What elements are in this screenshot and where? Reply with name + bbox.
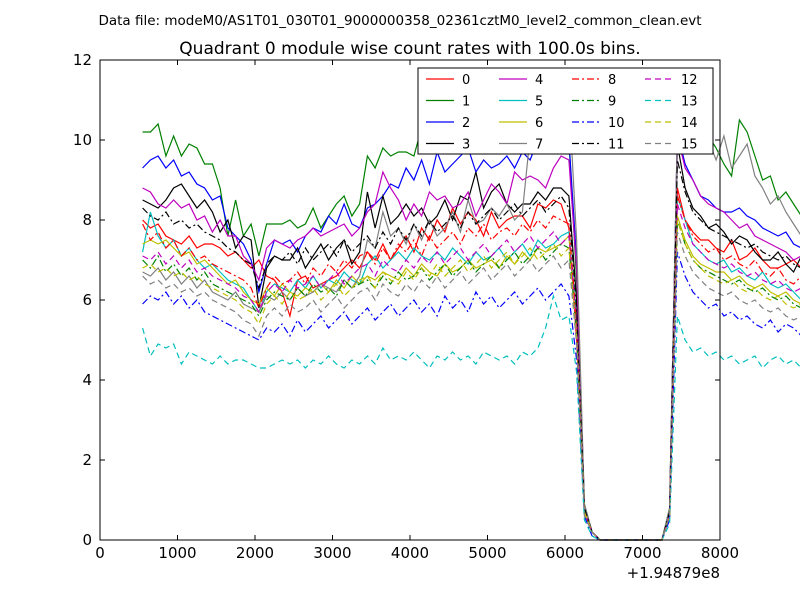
series-line-0: [142, 187, 800, 541]
series-line-14: [142, 219, 800, 541]
legend-label-14: 14: [681, 116, 698, 131]
legend-label-15: 15: [681, 138, 698, 153]
x-tick-label: 7000: [623, 544, 661, 562]
series-line-10: [142, 251, 800, 541]
legend-label-4: 4: [535, 73, 543, 88]
y-tick-label: 8: [82, 211, 92, 229]
x-tick-label: 1000: [158, 544, 196, 562]
legend-label-11: 11: [608, 138, 625, 153]
legend-label-5: 5: [535, 95, 543, 110]
y-tick-label: 10: [73, 131, 92, 149]
x-offset-label: +1.94879e8: [627, 564, 720, 582]
x-tick-label: 0: [95, 544, 105, 562]
legend-label-12: 12: [681, 73, 698, 88]
series-line-15: [142, 231, 800, 541]
x-tick-label: 4000: [391, 544, 429, 562]
legend-label-7: 7: [535, 138, 543, 153]
y-tick-label: 2: [82, 451, 92, 469]
y-tick-label: 12: [73, 51, 92, 69]
series-line-12: [142, 203, 800, 541]
legend-label-2: 2: [462, 116, 470, 131]
legend-label-3: 3: [462, 138, 470, 153]
series-line-2: [142, 131, 800, 541]
series-layer: [142, 95, 800, 541]
legend-label-1: 1: [462, 95, 470, 110]
series-line-7: [142, 95, 800, 541]
legend-label-8: 8: [608, 73, 616, 88]
legend-label-6: 6: [535, 116, 543, 131]
x-tick-label: 8000: [701, 544, 739, 562]
x-tick-label: 3000: [313, 544, 351, 562]
series-line-4: [142, 135, 800, 541]
series-line-5: [142, 195, 800, 541]
legend-label-9: 9: [608, 95, 616, 110]
series-line-6: [142, 215, 800, 541]
chart-title: Quadrant 0 module wise count rates with …: [179, 39, 640, 59]
series-line-13: [142, 293, 800, 541]
x-tick-label: 6000: [546, 544, 584, 562]
x-tick-label: 5000: [468, 544, 506, 562]
series-line-1: [142, 106, 800, 541]
y-tick-label: 4: [82, 371, 92, 389]
series-line-9: [142, 219, 800, 541]
legend-label-13: 13: [681, 95, 698, 110]
x-tick-label: 2000: [236, 544, 274, 562]
y-tick-label: 6: [82, 291, 92, 309]
series-line-8: [142, 195, 800, 541]
ticks-layer: 0 1000 2000 3000 4000 5000 6000 7000 80000246810…: [73, 51, 739, 562]
legend-label-10: 10: [608, 116, 625, 131]
series-line-11: [142, 159, 800, 541]
legend-box: [417, 67, 714, 155]
y-tick-label: 0: [82, 531, 92, 549]
legend-label-0: 0: [462, 73, 470, 88]
figure-suptitle: Data file: modeM0/AS1T01_030T01_90000003…: [98, 13, 701, 29]
